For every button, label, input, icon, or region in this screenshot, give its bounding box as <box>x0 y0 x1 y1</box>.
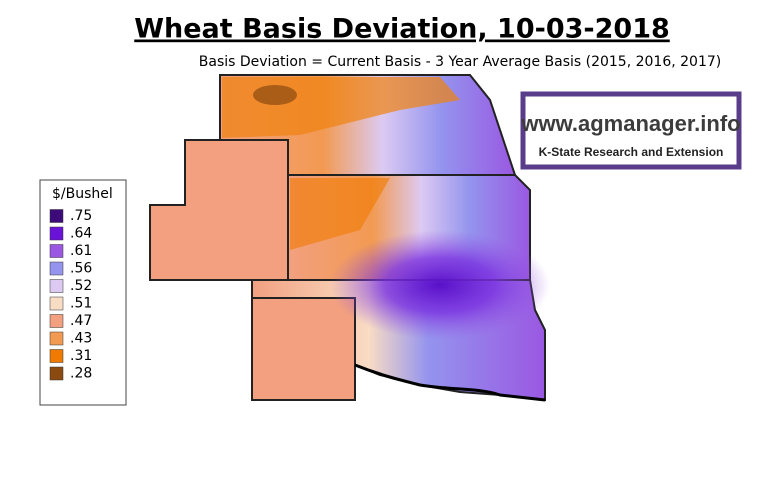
legend-label: .28 <box>70 366 92 382</box>
legend-label: .31 <box>70 348 92 364</box>
legend-swatch <box>49 209 64 223</box>
logo-url: www.agmanager.info <box>520 111 740 136</box>
map <box>149 74 550 402</box>
legend-label: .52 <box>70 278 92 294</box>
legend-swatch <box>49 314 64 328</box>
logo-org: K-State Research and Extension <box>539 145 724 159</box>
colorado <box>149 139 289 281</box>
legend-swatch <box>49 331 64 346</box>
red-river <box>354 363 546 402</box>
legend-swatch <box>49 366 64 381</box>
dark-spot <box>253 85 297 105</box>
subtitle: Basis Deviation = Current Basis - 3 Year… <box>199 54 721 70</box>
logo-frame <box>520 91 742 170</box>
legend-title: $/Bushel <box>52 186 113 202</box>
legend-label: .75 <box>70 208 92 224</box>
logo: www.agmanager.info K-State Research and … <box>520 91 742 170</box>
legend-swatch <box>49 244 64 258</box>
legend-swatch <box>49 261 64 276</box>
title: Wheat Basis Deviation, 10-03-2018 <box>134 14 670 45</box>
legend-label: .56 <box>70 261 92 277</box>
legend-label: .64 <box>70 226 92 242</box>
legend-label: .43 <box>70 331 92 347</box>
legend: $/Bushel .75 .64.61 .56.52 .51.47 .43.31 .28 <box>39 179 127 406</box>
legend-label: .47 <box>70 313 92 329</box>
kansas-orange <box>290 178 390 250</box>
legend-swatch <box>49 349 64 363</box>
legend-label: .61 <box>70 243 92 259</box>
legend-swatch <box>49 296 64 311</box>
texas-panhandle <box>251 297 356 401</box>
legend-swatch <box>49 279 64 293</box>
purple-core <box>330 230 550 340</box>
legend-swatch <box>49 226 64 241</box>
legend-label: .51 <box>70 296 92 312</box>
